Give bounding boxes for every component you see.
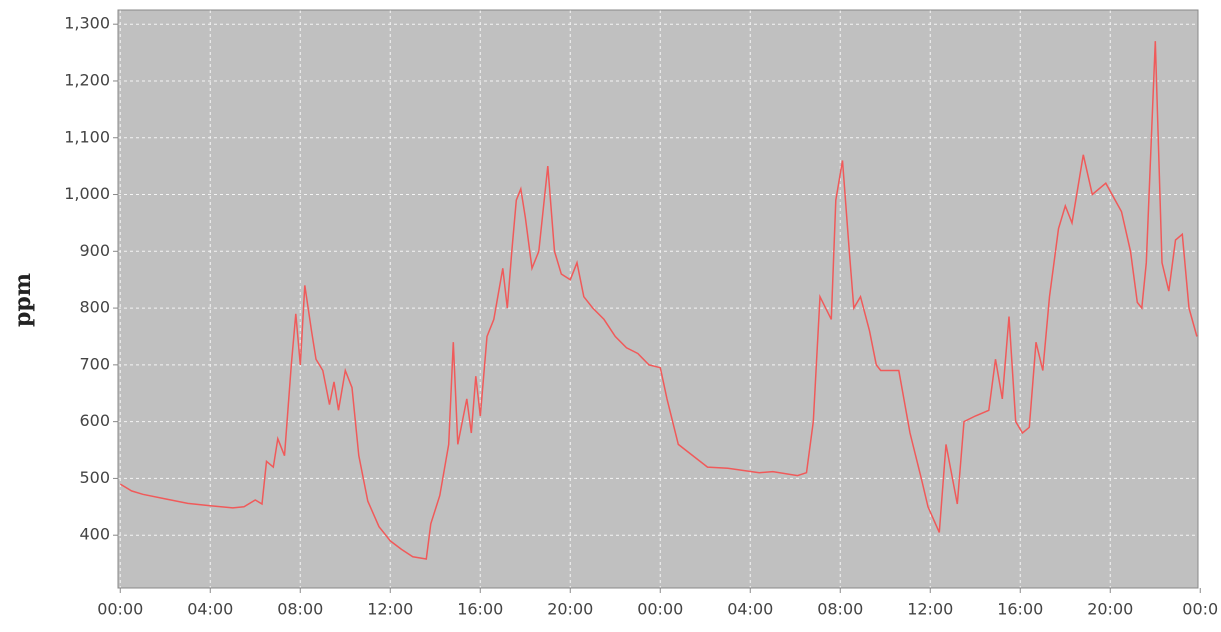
y-tick-label: 1,000 — [64, 184, 110, 203]
y-tick-label: 600 — [79, 411, 110, 430]
data-line — [119, 41, 1198, 560]
plot-border — [117, 9, 1199, 589]
y-tick-label: 1,300 — [64, 14, 110, 33]
x-tick-label: 00:00 — [97, 600, 143, 619]
y-tick-label: 500 — [79, 468, 110, 487]
x-tick-label: 00:00 — [637, 600, 683, 619]
x-tick-label: 00:0 — [1182, 600, 1218, 619]
x-tick-label: 20:00 — [1087, 600, 1133, 619]
y-tick-label: 400 — [79, 525, 110, 544]
x-tick-label: 04:00 — [187, 600, 233, 619]
plot-area — [118, 10, 1198, 588]
x-tick-label: 08:00 — [277, 600, 323, 619]
x-tick-label: 08:00 — [817, 600, 863, 619]
y-tick-label: 900 — [79, 241, 110, 260]
y-axis-label: ppm — [10, 273, 36, 327]
y-tick-label: 1,200 — [64, 70, 110, 89]
x-tick-label: 12:00 — [367, 600, 413, 619]
x-tick-label: 12:00 — [907, 600, 953, 619]
x-tick-label: 16:00 — [457, 600, 503, 619]
y-tick-label: 800 — [79, 298, 110, 317]
x-tick-label: 04:00 — [727, 600, 773, 619]
y-tick-label: 1,100 — [64, 127, 110, 146]
x-tick-label: 20:00 — [547, 600, 593, 619]
x-tick-label: 16:00 — [997, 600, 1043, 619]
y-tick-label: 700 — [79, 354, 110, 373]
